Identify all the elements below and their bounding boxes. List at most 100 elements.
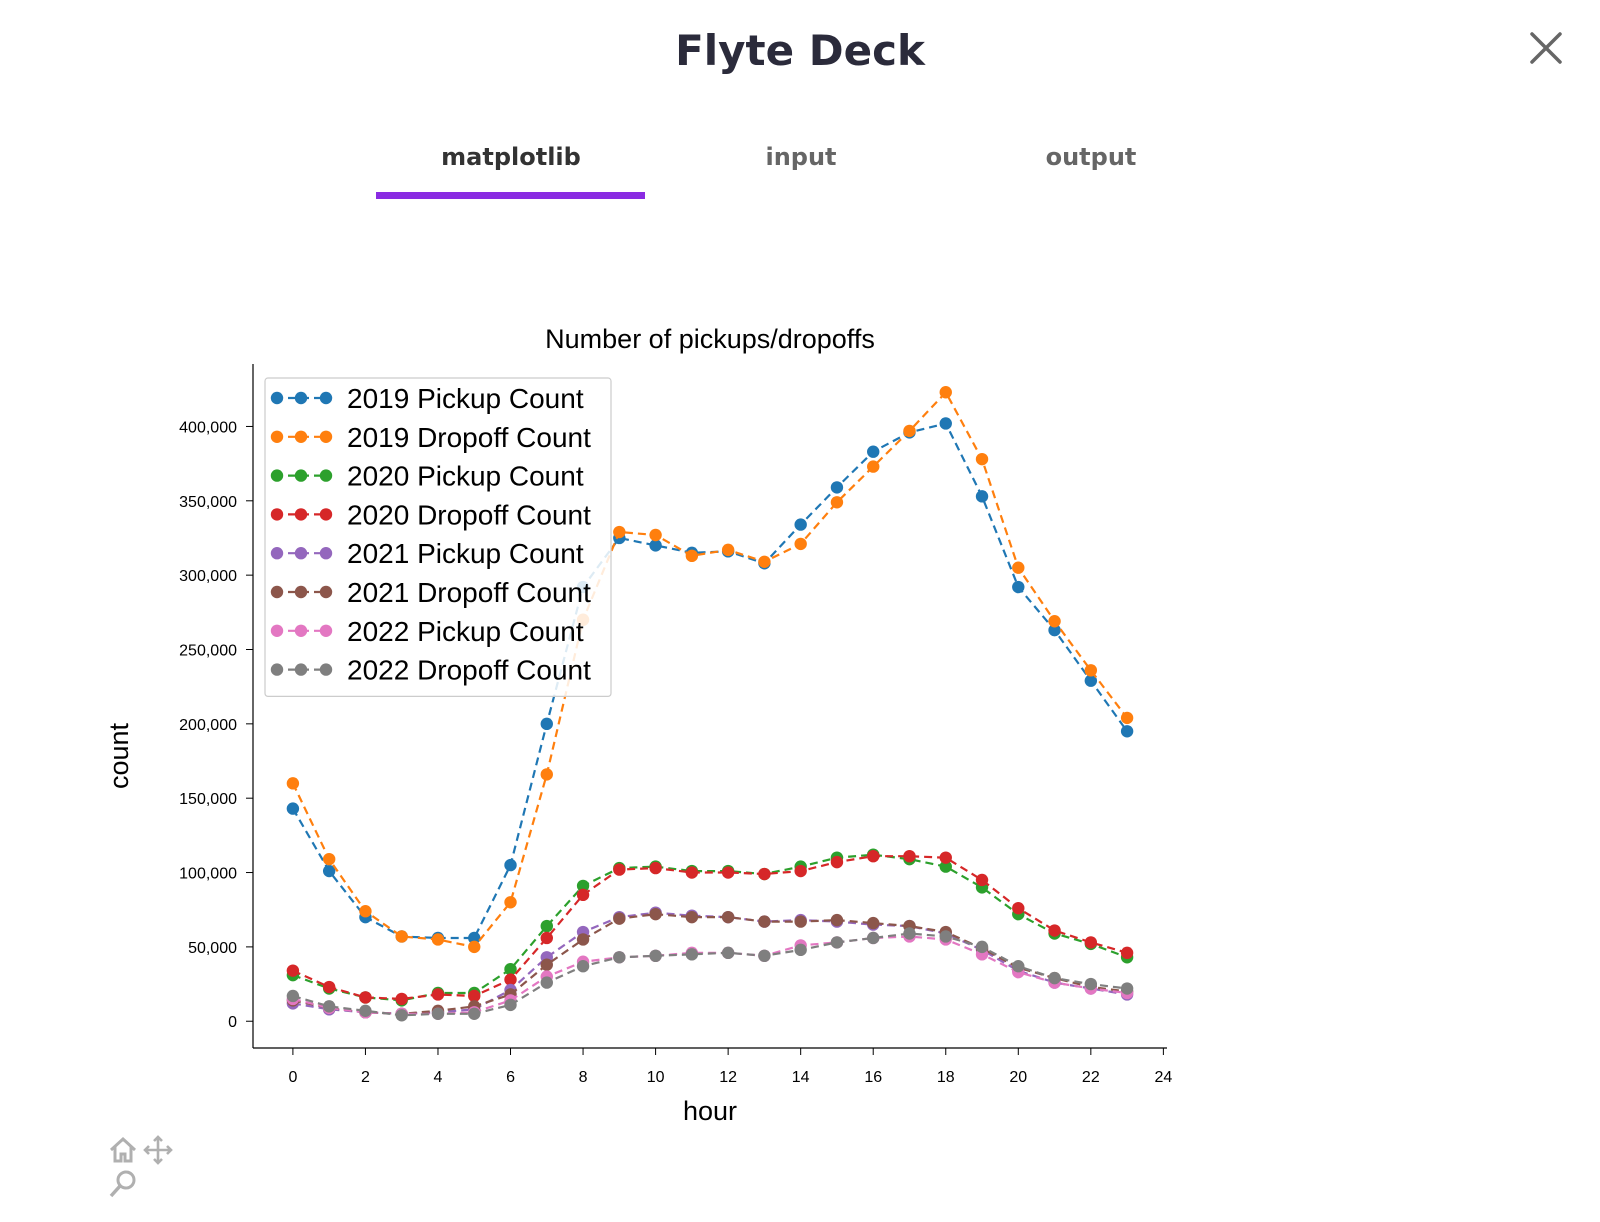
y-tick-label: 350,000 <box>179 494 237 511</box>
data-point <box>1084 936 1098 949</box>
tab-matplotlib[interactable]: matplotlib <box>441 143 581 171</box>
data-point <box>975 873 989 887</box>
data-point <box>468 940 481 954</box>
data-point <box>576 933 590 946</box>
data-point <box>830 936 844 949</box>
data-point <box>830 855 844 869</box>
legend-marker <box>319 508 333 521</box>
data-point <box>613 912 626 925</box>
data-point <box>721 910 735 924</box>
legend-marker <box>319 430 333 443</box>
data-point <box>1084 664 1098 677</box>
legend-label: 2022 Dropoff Count <box>347 655 591 686</box>
data-point <box>322 864 336 878</box>
data-point <box>1120 946 1134 960</box>
data-point <box>830 481 844 494</box>
data-point <box>903 927 916 940</box>
tab-output[interactable]: output <box>1045 143 1137 171</box>
pan-icon[interactable] <box>143 1135 173 1169</box>
legend-marker <box>294 430 308 443</box>
data-point <box>794 518 807 531</box>
close-button[interactable] <box>1528 30 1572 74</box>
data-point <box>939 930 952 943</box>
x-tick-label: 18 <box>937 1069 955 1086</box>
legend-marker <box>294 508 308 521</box>
data-point <box>975 490 989 503</box>
x-axis-label: hour <box>683 1096 737 1126</box>
data-point <box>939 386 952 399</box>
tab-input[interactable]: input <box>765 143 837 171</box>
y-tick-label: 200,000 <box>179 717 237 734</box>
legend-marker <box>294 624 308 637</box>
data-point <box>1012 580 1025 594</box>
legend-label: 2021 Pickup Count <box>347 538 584 569</box>
data-point <box>504 896 517 909</box>
data-point <box>468 931 481 945</box>
data-point <box>540 717 553 731</box>
active-tab-indicator <box>376 192 645 199</box>
data-point <box>613 525 626 539</box>
legend-marker <box>294 547 308 560</box>
data-point <box>1120 982 1134 995</box>
data-point <box>649 528 662 542</box>
x-tick-label: 8 <box>579 1069 588 1086</box>
data-point <box>431 933 445 946</box>
data-point <box>468 989 481 1003</box>
data-point <box>975 452 989 466</box>
data-point <box>830 496 844 509</box>
data-point <box>867 916 880 930</box>
legend-marker <box>270 663 284 676</box>
legend-marker <box>270 508 284 521</box>
data-point <box>359 905 372 918</box>
legend-marker <box>319 585 333 599</box>
data-point <box>286 989 300 1003</box>
x-tick-label: 14 <box>792 1069 810 1086</box>
x-tick-label: 22 <box>1082 1069 1100 1086</box>
close-icon <box>1530 32 1562 64</box>
data-point <box>286 964 300 977</box>
data-point <box>395 992 408 1006</box>
data-point <box>431 988 445 1001</box>
y-tick-label: 0 <box>228 1014 237 1031</box>
legend-marker <box>294 585 308 599</box>
data-point <box>758 867 771 881</box>
data-point <box>613 951 626 964</box>
data-point <box>504 962 517 976</box>
y-tick-label: 400,000 <box>179 419 237 436</box>
data-point <box>504 858 517 872</box>
zoom-icon[interactable] <box>108 1169 138 1203</box>
data-point <box>939 851 952 864</box>
data-point <box>431 1007 445 1020</box>
data-point <box>758 949 771 963</box>
home-icon[interactable] <box>108 1135 138 1169</box>
legend-marker <box>270 391 284 405</box>
y-tick-label: 150,000 <box>179 791 237 808</box>
data-point <box>867 445 880 458</box>
data-point <box>576 888 590 902</box>
data-point <box>286 777 300 790</box>
series-line-2 <box>292 853 1128 1002</box>
y-tick-label: 250,000 <box>179 642 237 659</box>
data-point <box>685 948 699 961</box>
data-point <box>649 949 662 963</box>
data-point <box>540 976 553 989</box>
data-point <box>794 864 807 878</box>
data-point <box>540 958 553 971</box>
data-point <box>685 549 699 563</box>
x-tick-label: 16 <box>864 1069 882 1086</box>
data-point <box>903 849 916 863</box>
data-point <box>1012 902 1025 915</box>
data-point <box>576 960 590 973</box>
data-point <box>468 1007 481 1020</box>
tab-bar: matplotlib input output <box>0 143 1600 203</box>
legend-marker <box>319 663 333 676</box>
x-tick-label: 4 <box>434 1069 443 1086</box>
x-tick-label: 24 <box>1154 1069 1172 1086</box>
y-tick-label: 100,000 <box>179 866 237 883</box>
series-line-5 <box>292 913 1128 1015</box>
data-point <box>504 998 517 1012</box>
data-point <box>721 866 735 879</box>
data-point <box>1012 960 1025 973</box>
series-line-3 <box>292 855 1128 1001</box>
legend-marker <box>270 430 284 443</box>
